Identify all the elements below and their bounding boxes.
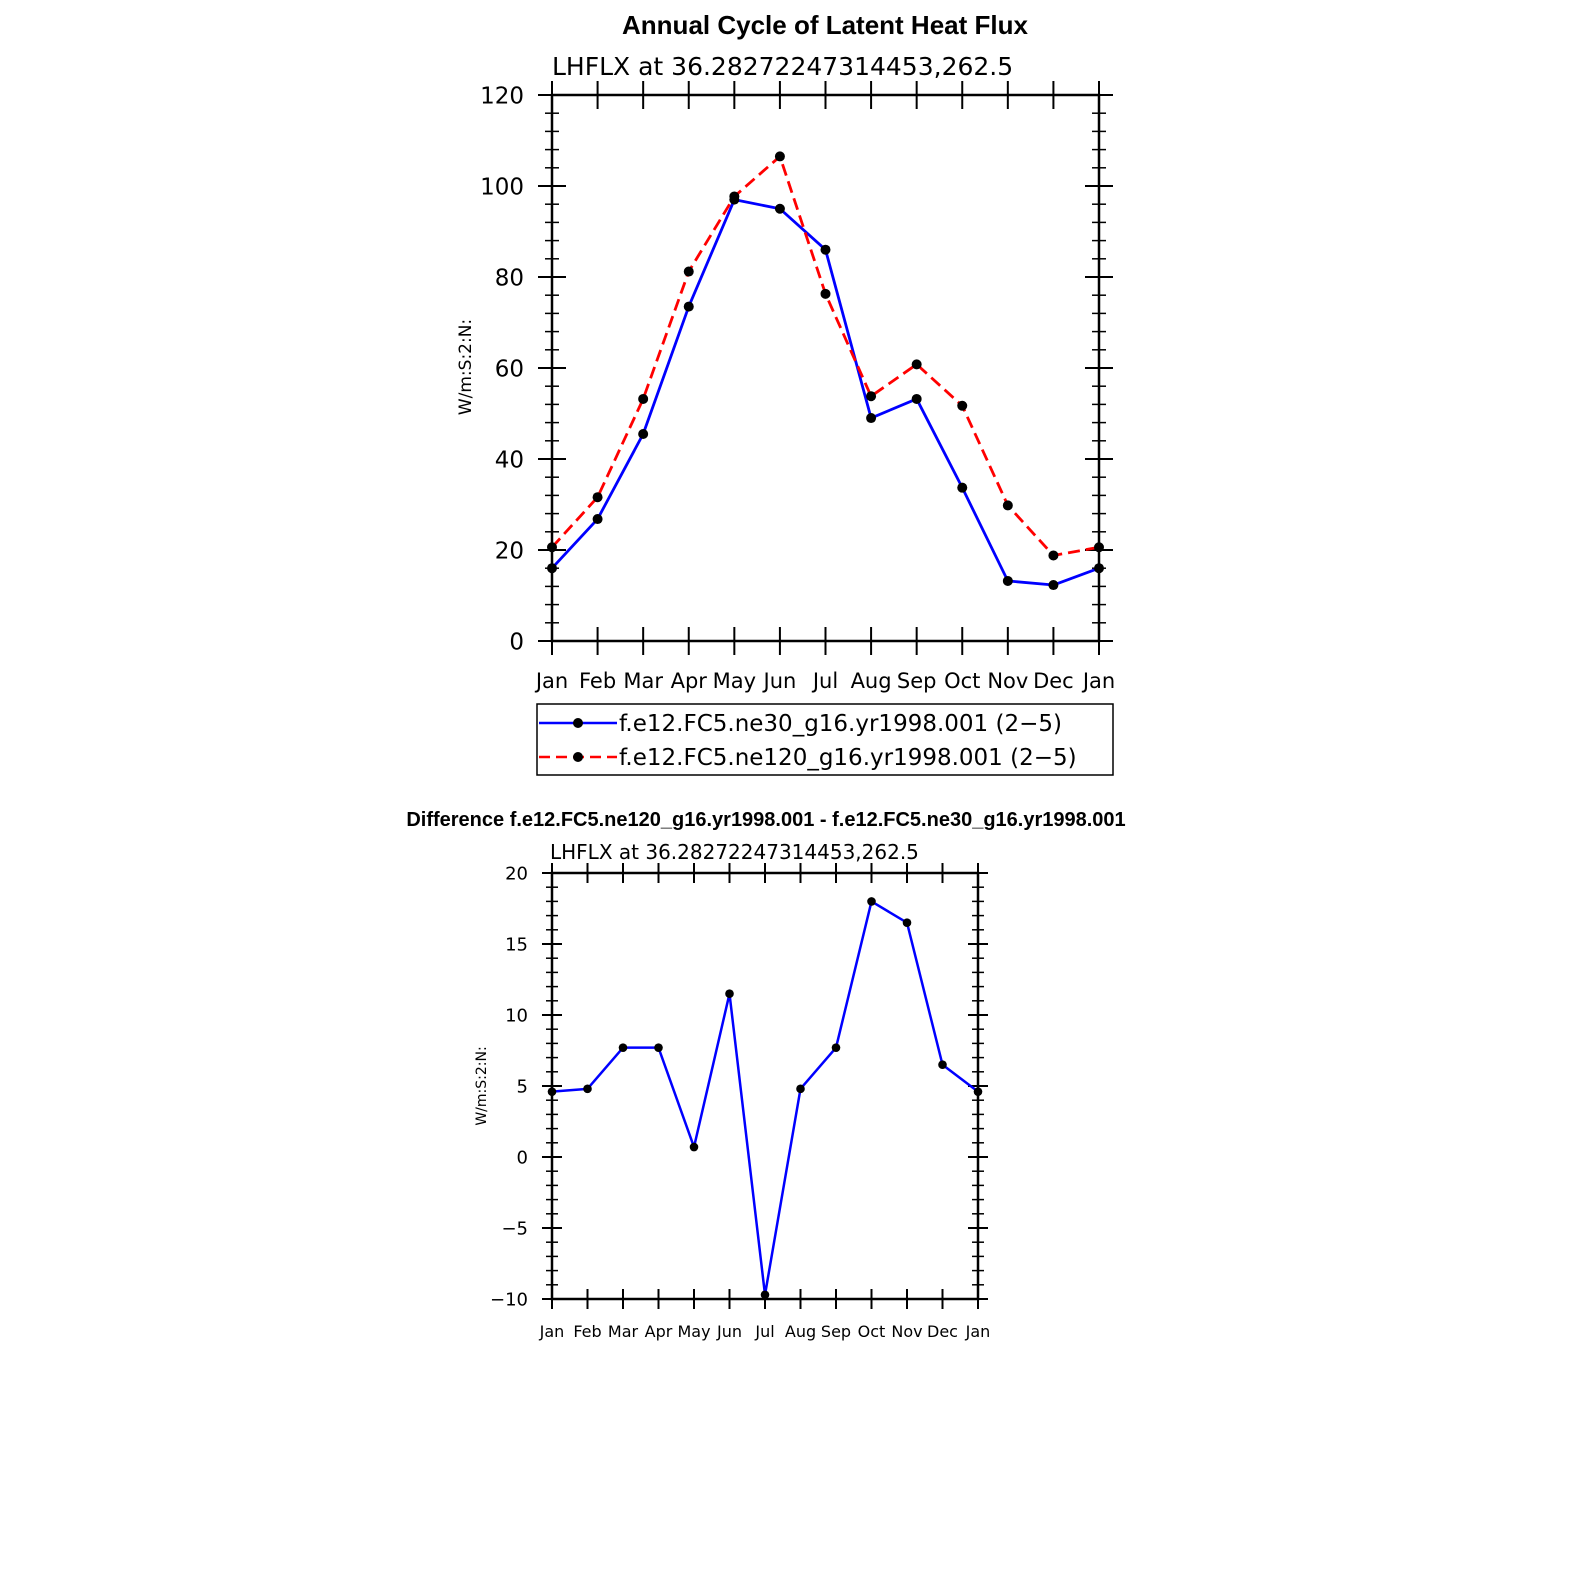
y-tick-label: 100 bbox=[480, 174, 524, 200]
data-point bbox=[1048, 550, 1059, 561]
x-tick-label: Jun bbox=[762, 669, 797, 693]
data-point bbox=[867, 897, 876, 906]
data-point bbox=[911, 393, 922, 404]
data-point bbox=[547, 1087, 557, 1096]
x-tick-label: Apr bbox=[645, 1322, 673, 1341]
data-point bbox=[547, 563, 557, 574]
data-point bbox=[902, 918, 912, 927]
chart2-subtitle: LHFLX at 36.28272247314453,262.5 bbox=[550, 840, 919, 864]
legend-entry-ne30: f.e12.FC5.ne30_g16.yr1998.001 (2−5) bbox=[619, 711, 1062, 737]
y-tick-label: 0 bbox=[517, 1147, 528, 1168]
difference-chart: Difference f.e12.FC5.ne120_g16.yr1998.00… bbox=[406, 809, 1125, 1341]
data-point bbox=[592, 514, 603, 525]
x-tick-label: Jul bbox=[754, 1322, 774, 1341]
x-tick-label: Aug bbox=[851, 669, 892, 693]
legend-entry-ne120: f.e12.FC5.ne120_g16.yr1998.001 (2−5) bbox=[619, 745, 1077, 771]
x-tick-label: Nov bbox=[891, 1322, 922, 1341]
data-point bbox=[683, 266, 694, 277]
x-tick-label: Jun bbox=[716, 1322, 742, 1341]
data-point bbox=[689, 1142, 699, 1152]
data-point bbox=[866, 391, 877, 402]
x-tick-label: Aug bbox=[785, 1322, 816, 1341]
data-point bbox=[683, 301, 694, 312]
data-point bbox=[820, 288, 831, 299]
data-point bbox=[654, 1043, 663, 1052]
data-point bbox=[774, 203, 785, 214]
annual-cycle-chart: Annual Cycle of Latent Heat Flux LHFLX a… bbox=[456, 10, 1115, 776]
x-tick-label: May bbox=[677, 1322, 710, 1341]
x-tick-label: Mar bbox=[608, 1322, 639, 1341]
data-point bbox=[618, 1043, 628, 1052]
x-tick-label: Dec bbox=[1033, 669, 1074, 693]
y-tick-label: 60 bbox=[495, 356, 524, 382]
chart2-ylabel: W/m:S:2:N: bbox=[474, 1046, 490, 1125]
data-point bbox=[1094, 563, 1104, 574]
y-tick-label: 10 bbox=[505, 1005, 528, 1026]
x-tick-label: Feb bbox=[579, 669, 616, 693]
chart1-ylabel: W/m:S:2:N: bbox=[456, 319, 476, 415]
x-tick-label: Sep bbox=[897, 669, 937, 693]
y-tick-label: 15 bbox=[505, 934, 528, 955]
x-tick-label: Oct bbox=[944, 669, 980, 693]
x-tick-label: Oct bbox=[858, 1322, 886, 1341]
y-tick-label: 0 bbox=[509, 629, 524, 655]
data-point bbox=[866, 413, 877, 424]
x-tick-label: Jan bbox=[1081, 669, 1115, 693]
chart1-subtitle: LHFLX at 36.28272247314453,262.5 bbox=[552, 52, 1013, 81]
x-tick-label: Jan bbox=[965, 1322, 991, 1341]
data-point bbox=[638, 428, 649, 439]
data-point bbox=[583, 1084, 592, 1094]
x-tick-label: Jan bbox=[534, 669, 568, 693]
data-point bbox=[1048, 580, 1059, 591]
data-point bbox=[638, 393, 649, 404]
x-tick-label: Feb bbox=[573, 1322, 601, 1341]
x-tick-label: Dec bbox=[927, 1322, 958, 1341]
x-tick-label: Jul bbox=[811, 669, 838, 693]
chart1-legend: f.e12.FC5.ne30_g16.yr1998.001 (2−5) f.e1… bbox=[536, 703, 1114, 776]
data-point bbox=[820, 244, 831, 255]
x-tick-label: May bbox=[713, 669, 756, 693]
data-point bbox=[774, 151, 785, 162]
data-point bbox=[957, 400, 968, 411]
chart1-title: Annual Cycle of Latent Heat Flux bbox=[622, 10, 1028, 40]
y-tick-label: −10 bbox=[490, 1289, 528, 1310]
y-tick-label: 40 bbox=[495, 447, 524, 473]
data-point bbox=[831, 1043, 841, 1052]
x-tick-label: Nov bbox=[987, 669, 1028, 693]
y-tick-label: 5 bbox=[517, 1076, 528, 1097]
y-tick-label: 20 bbox=[505, 863, 528, 884]
data-point bbox=[973, 1087, 983, 1096]
data-point bbox=[725, 989, 734, 998]
data-point bbox=[1094, 542, 1104, 553]
data-point bbox=[592, 492, 603, 503]
data-point bbox=[957, 482, 968, 493]
data-point bbox=[729, 191, 740, 202]
data-point bbox=[760, 1290, 770, 1300]
data-point bbox=[1002, 500, 1013, 511]
x-tick-label: Jan bbox=[539, 1322, 565, 1341]
y-tick-label: 80 bbox=[495, 265, 524, 291]
data-point bbox=[796, 1084, 805, 1094]
data-point bbox=[547, 542, 557, 553]
chart2-title: Difference f.e12.FC5.ne120_g16.yr1998.00… bbox=[406, 809, 1125, 831]
data-point bbox=[938, 1060, 947, 1069]
y-tick-label: −5 bbox=[501, 1218, 528, 1239]
x-tick-label: Sep bbox=[821, 1322, 851, 1341]
data-point bbox=[1002, 575, 1013, 586]
x-tick-label: Mar bbox=[623, 669, 663, 693]
x-tick-label: Apr bbox=[671, 669, 708, 693]
y-tick-label: 120 bbox=[480, 83, 524, 109]
data-point bbox=[911, 359, 922, 370]
y-tick-label: 20 bbox=[495, 538, 524, 564]
